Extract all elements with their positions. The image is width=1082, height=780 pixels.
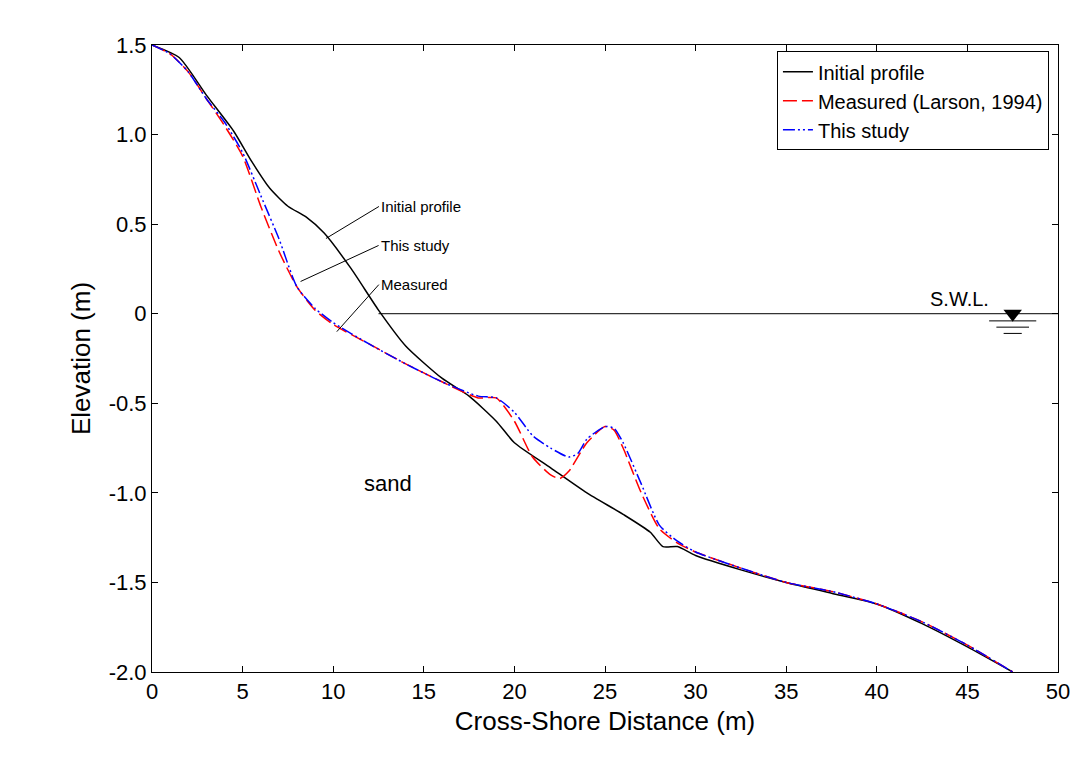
svg-text:Initial profile: Initial profile <box>818 62 925 84</box>
svg-text:50: 50 <box>1046 679 1070 704</box>
svg-text:1.0: 1.0 <box>116 122 147 147</box>
svg-text:10: 10 <box>321 679 345 704</box>
svg-text:40: 40 <box>865 679 889 704</box>
svg-text:This study: This study <box>818 120 909 142</box>
svg-text:1.5: 1.5 <box>116 33 147 58</box>
svg-text:-1.5: -1.5 <box>109 570 147 595</box>
svg-text:-0.5: -0.5 <box>109 391 147 416</box>
svg-text:Elevation (m): Elevation (m) <box>66 282 96 435</box>
svg-text:20: 20 <box>502 679 526 704</box>
svg-text:5: 5 <box>236 679 248 704</box>
svg-text:-1.0: -1.0 <box>109 481 147 506</box>
svg-text:30: 30 <box>683 679 707 704</box>
svg-text:Measured (Larson, 1994): Measured (Larson, 1994) <box>818 91 1043 113</box>
svg-text:0.5: 0.5 <box>116 212 147 237</box>
svg-text:0: 0 <box>134 301 146 326</box>
svg-text:25: 25 <box>593 679 617 704</box>
svg-text:Measured: Measured <box>381 276 448 293</box>
svg-text:sand: sand <box>364 471 412 496</box>
svg-text:This study: This study <box>381 237 450 254</box>
svg-text:-2.0: -2.0 <box>109 660 147 685</box>
svg-text:0: 0 <box>146 679 158 704</box>
svg-text:35: 35 <box>774 679 798 704</box>
svg-text:45: 45 <box>955 679 979 704</box>
svg-text:Cross-Shore Distance (m): Cross-Shore Distance (m) <box>455 706 756 736</box>
svg-text:Initial profile: Initial profile <box>381 198 461 215</box>
svg-text:S.W.L.: S.W.L. <box>930 288 989 310</box>
svg-text:15: 15 <box>412 679 436 704</box>
